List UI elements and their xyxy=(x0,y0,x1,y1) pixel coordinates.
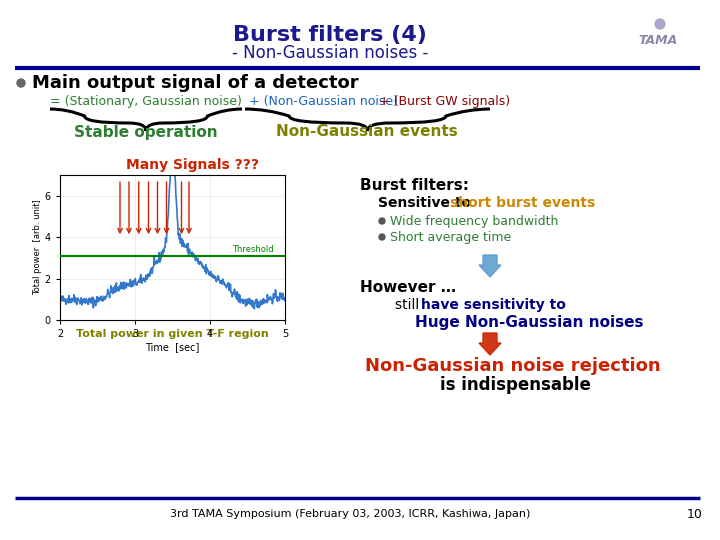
Y-axis label: Total power  [arb. unit]: Total power [arb. unit] xyxy=(33,200,42,295)
FancyArrow shape xyxy=(479,255,501,277)
Text: - Non-Gaussian noises -: - Non-Gaussian noises - xyxy=(232,44,428,62)
Text: Huge Non-Gaussian noises: Huge Non-Gaussian noises xyxy=(415,315,644,330)
Text: TAMA: TAMA xyxy=(639,35,678,48)
Text: Wide frequency bandwidth: Wide frequency bandwidth xyxy=(390,214,559,227)
Text: + (Non-Gaussian noise): + (Non-Gaussian noise) xyxy=(245,94,398,107)
Text: short burst events: short burst events xyxy=(450,196,595,210)
Text: still: still xyxy=(395,298,423,312)
X-axis label: Time  [sec]: Time [sec] xyxy=(145,342,199,352)
FancyArrow shape xyxy=(479,333,501,355)
Text: Threshold: Threshold xyxy=(232,245,274,254)
Text: 10: 10 xyxy=(687,508,703,521)
Text: Sensitive to: Sensitive to xyxy=(378,196,476,210)
Circle shape xyxy=(17,79,25,87)
Text: = (Stationary, Gaussian noise): = (Stationary, Gaussian noise) xyxy=(50,94,242,107)
Circle shape xyxy=(379,218,385,224)
Text: Total power in given T-F region: Total power in given T-F region xyxy=(76,329,269,339)
Text: Non-Gaussian events: Non-Gaussian events xyxy=(276,125,458,139)
Circle shape xyxy=(379,234,385,240)
Circle shape xyxy=(655,19,665,29)
Text: Many Signals ???: Many Signals ??? xyxy=(126,158,259,172)
Text: Burst filters (4): Burst filters (4) xyxy=(233,25,427,45)
Text: + (Burst GW signals): + (Burst GW signals) xyxy=(375,94,510,107)
Text: Burst filters:: Burst filters: xyxy=(360,178,469,192)
Text: Main output signal of a detector: Main output signal of a detector xyxy=(32,74,359,92)
Text: have sensitivity to: have sensitivity to xyxy=(421,298,566,312)
Text: 3rd TAMA Symposium (February 03, 2003, ICRR, Kashiwa, Japan): 3rd TAMA Symposium (February 03, 2003, I… xyxy=(170,509,530,519)
Text: is indispensable: is indispensable xyxy=(440,376,591,394)
Text: Short average time: Short average time xyxy=(390,231,511,244)
Text: However …: However … xyxy=(360,280,456,294)
Text: Stable operation: Stable operation xyxy=(74,125,218,139)
Text: Non-Gaussian noise rejection: Non-Gaussian noise rejection xyxy=(365,357,661,375)
